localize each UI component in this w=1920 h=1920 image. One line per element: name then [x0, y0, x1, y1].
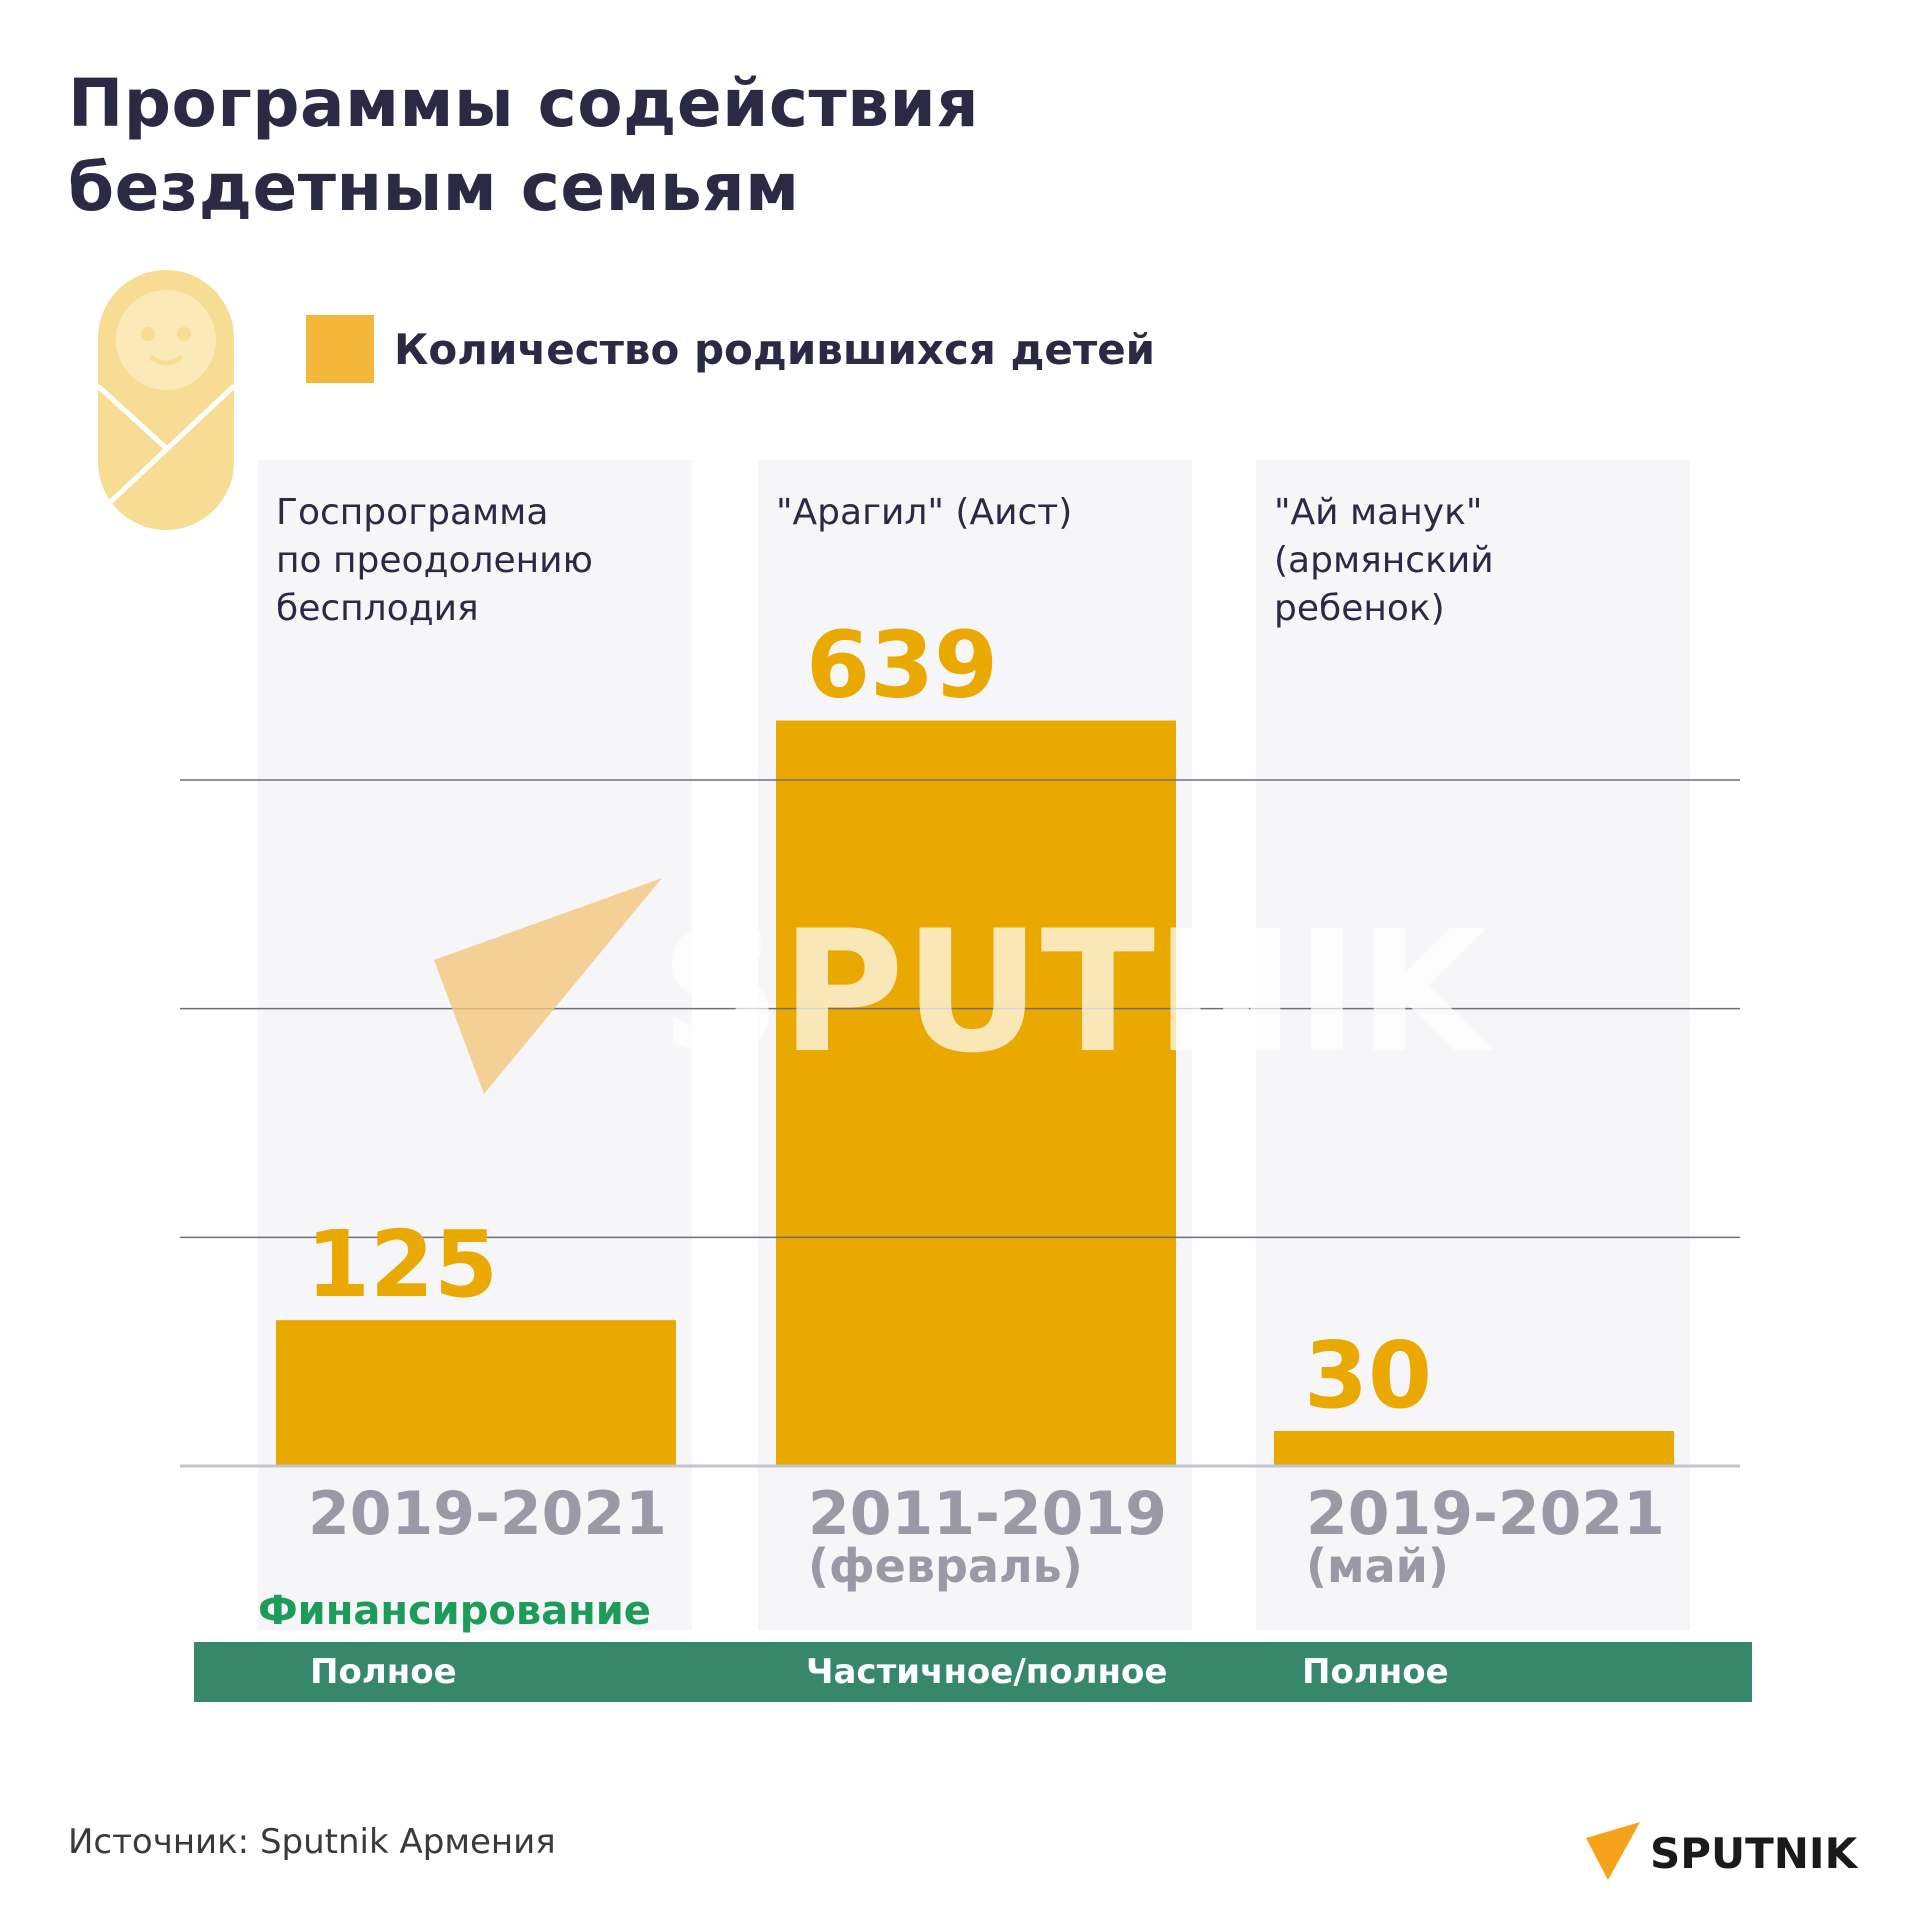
category-label-1: Госпрограмма — [276, 492, 548, 533]
watermark: SPUTNIK — [434, 878, 1494, 1094]
category-label-1: по преодолению — [276, 540, 593, 581]
chart-title: Программы содействия бездетным семьям — [68, 62, 979, 230]
category-label-3: (армянский — [1274, 540, 1494, 581]
category-label-2: "Арагил" (Аист) — [776, 492, 1072, 533]
legend-swatch — [306, 315, 374, 383]
category-label-1: бесплодия — [276, 588, 479, 629]
bar-2 — [776, 720, 1176, 1466]
source-note: Источник: Sputnik Армения — [68, 1822, 556, 1862]
funding-value-3: Полное — [1302, 1652, 1449, 1692]
baby-icon — [96, 270, 236, 530]
funding-bar: Полное Частичное/полное Полное — [194, 1642, 1752, 1702]
period-label-2: (февраль) — [808, 1539, 1083, 1593]
sputnik-arrow-icon — [1586, 1822, 1640, 1880]
category-label-3: "Ай манук" — [1274, 492, 1482, 533]
watermark-arrow-icon — [434, 878, 662, 1094]
bar-3 — [1274, 1431, 1674, 1466]
period-label-3: 2019-2021 — [1306, 1479, 1665, 1549]
value-label-2: 639 — [806, 612, 998, 719]
legend-label: Количество родившихся детей — [394, 324, 1156, 374]
sputnik-logo: SPUTNIK — [1586, 1822, 1859, 1880]
value-label-1: 125 — [306, 1211, 498, 1318]
period-label-1: 2019-2021 — [308, 1479, 667, 1549]
bar-1 — [276, 1320, 676, 1466]
period-label-3: (май) — [1306, 1539, 1449, 1593]
funding-value-2: Частичное/полное — [806, 1652, 1168, 1692]
funding-value-1: Полное — [310, 1652, 457, 1692]
funding-title: Финансирование — [258, 1588, 651, 1634]
category-label-3: ребенок) — [1274, 588, 1445, 629]
legend: Количество родившихся детей — [306, 314, 1155, 384]
period-label-2: 2011-2019 — [808, 1479, 1167, 1549]
value-label-3: 30 — [1304, 1322, 1432, 1429]
watermark-text: SPUTNIK — [660, 894, 1494, 1090]
chart-title-line-2: бездетным семьям — [68, 149, 800, 226]
logo-text: SPUTNIK — [1650, 1829, 1859, 1878]
chart-title-line-1: Программы содействия — [68, 65, 980, 142]
